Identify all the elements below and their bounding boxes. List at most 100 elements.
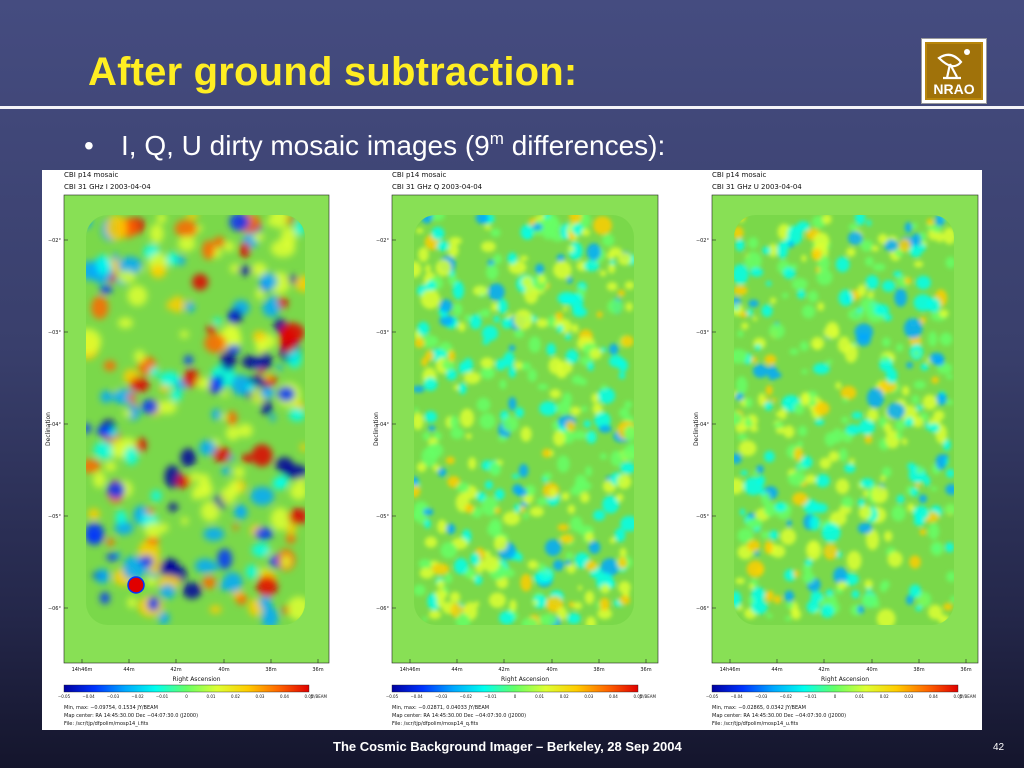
noise-blob bbox=[756, 464, 764, 474]
colorbar-tick-label: 0.04 bbox=[929, 694, 938, 699]
noise-blob bbox=[448, 275, 458, 286]
noise-blob bbox=[482, 339, 490, 345]
noise-blob bbox=[524, 484, 536, 497]
noise-blob bbox=[592, 403, 603, 415]
noise-blob bbox=[538, 613, 558, 625]
noise-blob bbox=[734, 392, 744, 401]
noise-blob bbox=[434, 589, 448, 600]
noise-blob bbox=[867, 291, 875, 298]
noise-blob bbox=[912, 416, 924, 428]
noise-blob bbox=[823, 543, 838, 560]
colorbar-unit: JY/BEAM bbox=[639, 694, 657, 699]
noise-blob bbox=[906, 594, 914, 606]
noise-blob bbox=[100, 390, 113, 403]
noise-blob bbox=[567, 504, 576, 514]
noise-blob bbox=[784, 569, 797, 582]
noise-blob bbox=[448, 243, 459, 258]
noise-blob bbox=[734, 453, 742, 464]
dec-tick-label: −03° bbox=[696, 330, 710, 336]
noise-blob bbox=[541, 217, 561, 236]
noise-blob bbox=[103, 360, 117, 372]
noise-blob bbox=[484, 225, 492, 230]
noise-blob bbox=[860, 239, 873, 252]
noise-blob bbox=[503, 351, 515, 367]
noise-blob bbox=[465, 433, 472, 440]
noise-blob bbox=[904, 221, 913, 234]
noise-blob bbox=[170, 296, 185, 313]
noise-blob bbox=[117, 317, 134, 329]
noise-blob bbox=[881, 280, 896, 292]
noise-blob bbox=[486, 264, 499, 280]
noise-blob bbox=[939, 332, 953, 346]
noise-blob bbox=[490, 228, 501, 237]
noise-blob bbox=[768, 243, 778, 258]
noise-blob bbox=[588, 540, 601, 554]
noise-blob bbox=[585, 616, 596, 625]
title-divider bbox=[0, 106, 1024, 109]
colorbar-tick-label: −0.04 bbox=[730, 694, 743, 699]
noise-blob bbox=[774, 421, 784, 429]
noise-blob bbox=[414, 476, 419, 486]
noise-blob bbox=[734, 264, 749, 285]
noise-blob bbox=[793, 402, 805, 415]
dec-tick-label: −04° bbox=[376, 422, 390, 428]
noise-blob bbox=[846, 550, 862, 571]
noise-blob bbox=[584, 532, 595, 542]
bullet-text-post: differences): bbox=[503, 130, 666, 161]
noise-blob bbox=[150, 264, 167, 279]
noise-blob bbox=[571, 323, 579, 334]
noise-blob bbox=[928, 331, 938, 347]
noise-blob bbox=[449, 415, 459, 429]
noise-blob bbox=[448, 350, 456, 362]
colorbar-tick-label: −0.02 bbox=[131, 694, 144, 699]
noise-blob bbox=[930, 486, 938, 491]
noise-blob bbox=[825, 321, 839, 338]
noise-blob bbox=[159, 584, 176, 599]
ra-tick-label: 38m bbox=[593, 667, 604, 673]
noise-blob bbox=[520, 426, 532, 442]
noise-blob bbox=[553, 260, 572, 280]
noise-blob bbox=[489, 518, 502, 533]
noise-blob bbox=[814, 419, 825, 426]
dec-tick-label: −02° bbox=[376, 238, 390, 244]
noise-blob bbox=[761, 531, 770, 540]
noise-blob bbox=[577, 585, 583, 591]
noise-blob bbox=[473, 285, 488, 296]
noise-blob bbox=[202, 576, 216, 589]
noise-blob bbox=[106, 481, 126, 499]
noise-blob bbox=[414, 337, 425, 348]
noise-blob bbox=[475, 215, 489, 224]
noise-blob bbox=[538, 562, 546, 574]
ra-tick-label: 14h46m bbox=[72, 667, 93, 673]
noise-blob bbox=[425, 280, 437, 291]
noise-blob bbox=[618, 407, 630, 419]
noise-blob bbox=[748, 299, 759, 308]
noise-blob bbox=[513, 329, 525, 338]
noise-blob bbox=[904, 417, 914, 427]
noise-blob bbox=[769, 297, 777, 304]
panel-subheader: CBI 31 GHz Q 2003-04-04 bbox=[392, 183, 483, 191]
x-axis-label: Right Ascension bbox=[501, 676, 549, 683]
noise-blob bbox=[209, 605, 222, 614]
ra-tick-label: 40m bbox=[218, 667, 229, 673]
map-noise bbox=[414, 215, 634, 625]
noise-blob bbox=[831, 428, 843, 444]
noise-blob bbox=[524, 233, 532, 239]
noise-blob bbox=[484, 368, 494, 377]
noise-blob bbox=[493, 315, 500, 323]
noise-blob bbox=[881, 337, 891, 347]
colorbar-tick-label: −0.02 bbox=[460, 694, 473, 699]
noise-blob bbox=[813, 232, 830, 250]
ra-tick-label: 38m bbox=[265, 667, 276, 673]
noise-blob bbox=[789, 263, 798, 270]
noise-blob bbox=[909, 245, 923, 258]
noise-blob bbox=[778, 408, 787, 420]
noise-blob bbox=[865, 256, 874, 267]
noise-blob bbox=[542, 448, 552, 458]
noise-blob bbox=[561, 233, 568, 239]
noise-blob bbox=[944, 503, 954, 515]
noise-blob bbox=[804, 559, 813, 566]
noise-blob bbox=[746, 560, 765, 578]
dec-tick-label: −06° bbox=[696, 606, 710, 612]
noise-blob bbox=[769, 323, 785, 339]
